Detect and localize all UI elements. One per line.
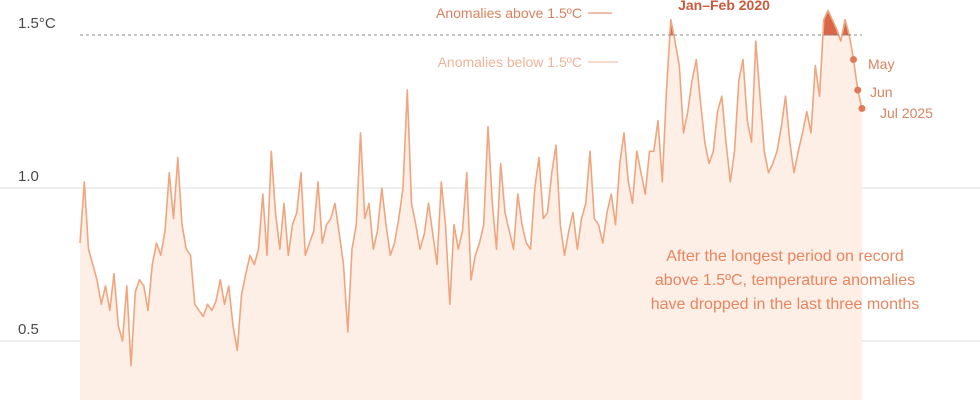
end-markers [850,55,866,112]
y-tick-label: 0.5 [18,321,39,338]
anomaly-area-fill [80,10,862,400]
end-marker-2 [858,104,866,112]
anomaly-series-line [79,9,863,367]
y-tick-label: 1.5°C [18,15,56,32]
end-label-jul-2025: Jul 2025 [880,105,933,121]
note-line-3: have dropped in the last three months [651,296,920,313]
end-marker-1 [854,86,862,94]
below-threshold-label: Anomalies below 1.5ºC [438,54,582,70]
note: After the longest period on record above… [651,248,920,313]
y-tick-label: 1.0 [18,168,39,185]
y-axis-ticks: 1.5°C 1.0 0.5 [18,15,56,338]
note-line-2: above 1.5ºC, temperature anomalies [655,272,915,289]
annotations: Anomalies above 1.5ºC Anomalies below 1.… [436,0,933,121]
above-threshold-label: Anomalies above 1.5ºC [436,5,582,21]
note-line-1: After the longest period on record [666,248,903,265]
end-label-may: May [868,56,894,72]
end-label-jun: Jun [870,84,893,100]
end-marker-0 [850,55,857,63]
peak-label: Jan–Feb 2020 [678,0,770,13]
